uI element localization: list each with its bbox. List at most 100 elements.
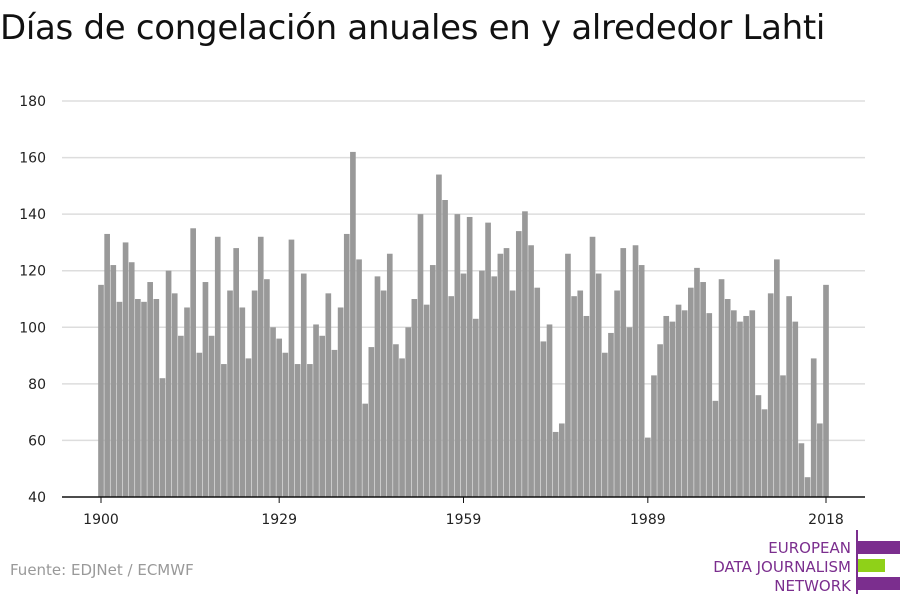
bar-1901 <box>104 233 110 497</box>
y-tick-label: 60 <box>28 433 46 449</box>
bar-1913 <box>178 335 184 497</box>
bar-1933 <box>300 273 307 497</box>
bar-1970 <box>528 245 534 497</box>
bar-1902 <box>110 265 117 497</box>
x-tick-label: 1959 <box>446 512 482 528</box>
bar-1925 <box>251 290 258 497</box>
bar-2016 <box>810 358 817 497</box>
bar-1949 <box>399 358 405 497</box>
bar-1954 <box>429 265 436 497</box>
bar-1960 <box>466 216 473 497</box>
bar-1916 <box>196 352 203 497</box>
bar-2007 <box>755 395 762 497</box>
bar-1921 <box>227 290 233 497</box>
bar-1920 <box>221 364 227 497</box>
bar-1917 <box>202 282 209 497</box>
chart-title: Días de congelación anuales en y alreded… <box>0 8 826 48</box>
x-axis: 1900 1929 1959 1989 2018 <box>62 496 865 528</box>
bar-1959 <box>460 273 467 497</box>
bar-1975 <box>558 423 565 497</box>
bar-1952 <box>417 214 424 497</box>
bar-1976 <box>565 253 571 497</box>
bar-1938 <box>331 349 338 497</box>
bar-1922 <box>233 248 239 497</box>
bar-2017 <box>817 423 823 497</box>
bar-2008 <box>761 409 768 497</box>
bar-1946 <box>380 290 387 497</box>
bar-2012 <box>786 296 792 497</box>
bar-1956 <box>442 200 448 497</box>
bar-1981 <box>595 273 602 497</box>
bar-2009 <box>767 293 774 497</box>
bar-1940 <box>343 233 350 497</box>
bar-1966 <box>503 248 510 497</box>
bar-1992 <box>663 315 670 497</box>
bar-1999 <box>706 313 713 497</box>
bar-1957 <box>448 296 455 497</box>
bar-1969 <box>522 211 528 498</box>
logo-divider <box>856 530 858 594</box>
bar-1997 <box>694 267 700 497</box>
bar-1968 <box>515 231 522 497</box>
y-tick-label: 100 <box>19 320 46 336</box>
logo-bar-green <box>858 559 885 572</box>
bar-1937 <box>325 293 332 497</box>
bar-2011 <box>780 375 786 497</box>
x-tick-label: 1929 <box>261 512 297 528</box>
bar-1996 <box>688 287 694 497</box>
y-axis-ticks: 40 60 80 100 120 140 160 180 <box>19 94 46 506</box>
x-tick-label: 1900 <box>83 512 119 528</box>
bar-1931 <box>288 239 295 497</box>
bar-1927 <box>264 279 270 497</box>
bar-1923 <box>239 307 246 497</box>
bar-1935 <box>313 324 319 497</box>
bar-2014 <box>798 443 805 497</box>
bar-1924 <box>245 358 252 497</box>
bar-1982 <box>601 352 608 497</box>
bar-1914 <box>184 307 190 497</box>
bar-1929 <box>276 338 283 497</box>
bar-1988 <box>638 265 645 497</box>
bar-1912 <box>171 293 178 497</box>
bar-1918 <box>208 335 215 497</box>
bar-1987 <box>632 245 639 497</box>
bar-1941 <box>350 151 356 497</box>
bar-2010 <box>774 259 780 497</box>
bar-1939 <box>337 307 344 497</box>
bar-1934 <box>307 364 313 497</box>
bar-1915 <box>190 228 196 498</box>
bar-1919 <box>214 236 221 497</box>
bar-1906 <box>135 299 141 497</box>
bar-1900 <box>98 284 104 497</box>
bar-1903 <box>116 301 123 497</box>
bar-1962 <box>479 270 485 497</box>
bar-2000 <box>712 400 719 497</box>
bar-1930 <box>282 352 289 497</box>
bar-1936 <box>319 335 326 497</box>
bar-1986 <box>626 327 633 497</box>
bar-1990 <box>651 375 657 497</box>
bar-1905 <box>128 262 135 497</box>
bar-1942 <box>356 259 362 497</box>
y-tick-label: 160 <box>19 151 46 167</box>
bar-1989 <box>644 437 651 497</box>
y-tick-label: 140 <box>19 207 46 223</box>
bar-1945 <box>374 276 381 497</box>
bar-1994 <box>675 304 682 497</box>
x-tick-label: 2018 <box>808 512 844 528</box>
bar-1963 <box>485 222 491 497</box>
logo-line-3: NETWORK <box>774 577 851 595</box>
bar-1948 <box>393 344 399 497</box>
bar-1928 <box>270 327 276 497</box>
bar-1967 <box>509 290 516 497</box>
y-tick-label: 120 <box>19 264 46 280</box>
x-tick-label: 1989 <box>630 512 666 528</box>
y-tick-label: 40 <box>28 490 46 506</box>
bar-1971 <box>534 287 541 497</box>
bar-1950 <box>405 327 412 497</box>
bar-1909 <box>153 299 160 497</box>
bar-1961 <box>472 318 479 497</box>
bar-2013 <box>792 321 799 497</box>
bar-1980 <box>589 236 596 497</box>
bar-1908 <box>147 282 153 497</box>
